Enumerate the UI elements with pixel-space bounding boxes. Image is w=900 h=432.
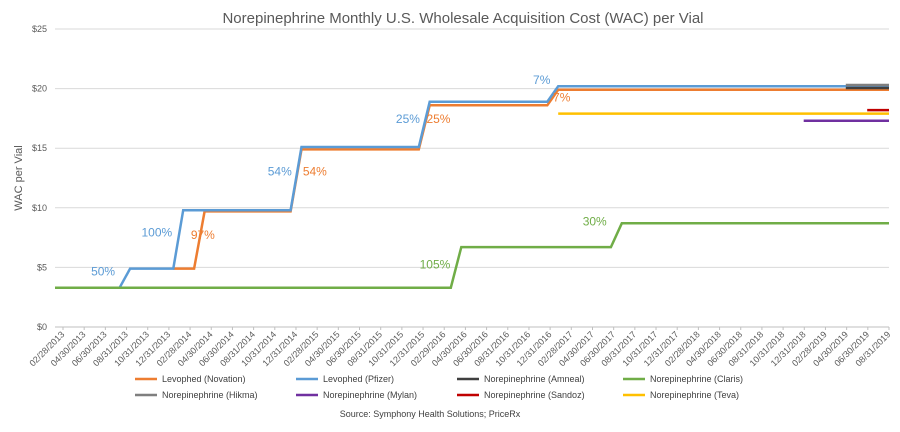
source-note: Source: Symphony Health Solutions; Price…	[340, 409, 521, 419]
x-axis-ticks: 02/28/201304/30/201306/30/201308/31/2013…	[27, 327, 892, 368]
gridlines	[55, 28, 889, 328]
data-annotation: 7%	[533, 73, 551, 87]
legend-label: Levophed (Pfizer)	[323, 374, 394, 384]
y-tick-label: $25	[32, 24, 47, 34]
data-annotation: 54%	[303, 165, 327, 179]
series-line	[118, 84, 889, 289]
y-axis-label: WAC per Vial	[13, 145, 25, 210]
data-annotation: 97%	[191, 228, 215, 242]
legend-label: Levophed (Novation)	[162, 374, 246, 384]
series-line	[55, 222, 889, 289]
y-tick-label: $20	[32, 84, 47, 94]
data-annotation: 105%	[420, 258, 451, 272]
data-annotation: 30%	[583, 215, 607, 229]
data-annotation: 25%	[396, 112, 420, 126]
series-lines	[55, 83, 889, 289]
data-annotation: 100%	[141, 225, 172, 239]
series-line	[173, 88, 889, 270]
legend-label: Norepinephrine (Teva)	[650, 390, 739, 400]
legend-label: Norepinephrine (Amneal)	[484, 374, 585, 384]
y-tick-label: $0	[37, 322, 47, 332]
chart-title: Norepinephrine Monthly U.S. Wholesale Ac…	[222, 10, 703, 27]
data-annotation: 54%	[268, 165, 292, 179]
data-annotation: 25%	[426, 112, 450, 126]
y-tick-label: $15	[32, 143, 47, 153]
legend-label: Norepinephrine (Sandoz)	[484, 390, 585, 400]
y-axis-ticks: $0 $5 $10 $15 $20 $25	[32, 24, 47, 332]
data-annotation: 50%	[91, 265, 115, 279]
y-tick-label: $5	[37, 262, 47, 272]
data-annotation: 7%	[553, 91, 571, 105]
legend: Levophed (Novation) Levophed (Pfizer) Nore…	[135, 374, 743, 400]
legend-label: Norepinephrine (Hikma)	[162, 390, 258, 400]
legend-label: Norepinephrine (Claris)	[650, 374, 743, 384]
legend-label: Norepinephrine (Mylan)	[323, 390, 417, 400]
y-tick-label: $10	[32, 203, 47, 213]
annotations: 50% 100% 97% 54% 54% 25% 25% 7%7% 105% 30%	[91, 73, 607, 279]
